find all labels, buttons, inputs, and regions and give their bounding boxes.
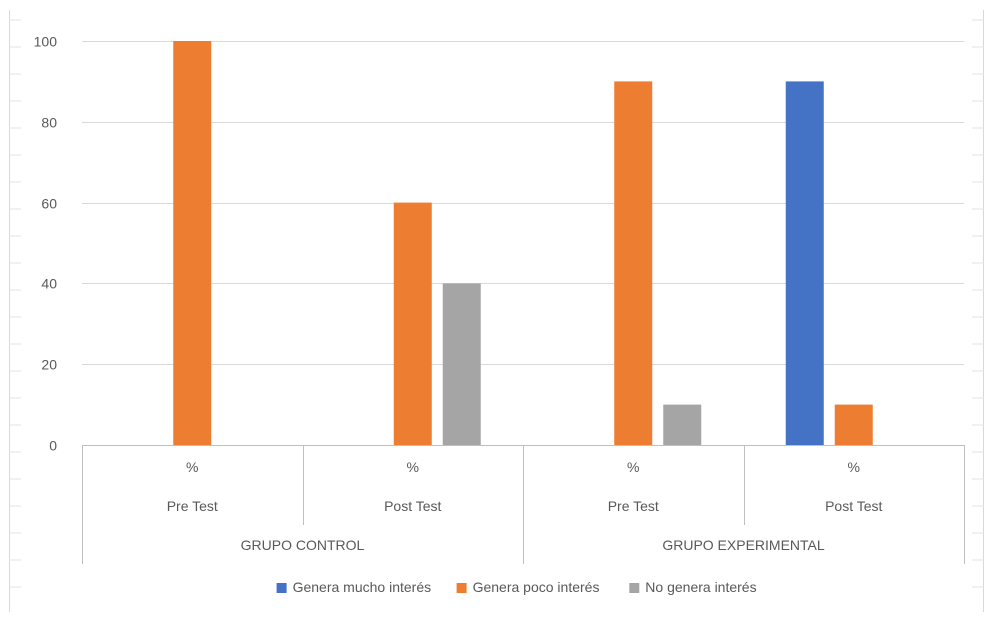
y-tick-label: 80 <box>41 115 57 131</box>
y-tick-label: 100 <box>34 34 58 50</box>
category-sublabel: % <box>848 459 860 475</box>
y-tick-label: 0 <box>49 438 57 454</box>
bar-genera-poco-inter-s-0 <box>173 41 212 445</box>
legend-swatch <box>456 583 467 593</box>
y-tick-label: 60 <box>41 196 57 212</box>
y-tick-label: 20 <box>41 357 57 373</box>
legend-label: Genera poco interés <box>473 579 600 595</box>
legend-label: Genera mucho interés <box>293 579 432 595</box>
category-sublabel: % <box>407 459 419 475</box>
category-label: Post Test <box>384 498 441 514</box>
bar-no-genera-inter-s-1 <box>442 283 481 445</box>
group-label: GRUPO EXPERIMENTAL <box>662 537 825 553</box>
y-tick-label: 40 <box>41 276 57 292</box>
bar-no-genera-inter-s-2 <box>663 404 702 445</box>
bar-genera-poco-inter-s-3 <box>834 404 873 445</box>
category-label: Post Test <box>825 498 882 514</box>
legend-label: No genera interés <box>645 579 756 595</box>
group-label: GRUPO CONTROL <box>241 537 365 553</box>
category-label: Pre Test <box>167 498 218 514</box>
category-label: Pre Test <box>608 498 659 514</box>
legend-swatch <box>629 583 640 593</box>
bar-genera-poco-inter-s-2 <box>614 81 653 446</box>
bar-genera-poco-inter-s-1 <box>393 202 432 445</box>
category-sublabel: % <box>186 459 198 475</box>
category-sublabel: % <box>627 459 639 475</box>
bar-genera-mucho-inter-s-3 <box>785 81 824 446</box>
legend-swatch <box>276 583 287 593</box>
